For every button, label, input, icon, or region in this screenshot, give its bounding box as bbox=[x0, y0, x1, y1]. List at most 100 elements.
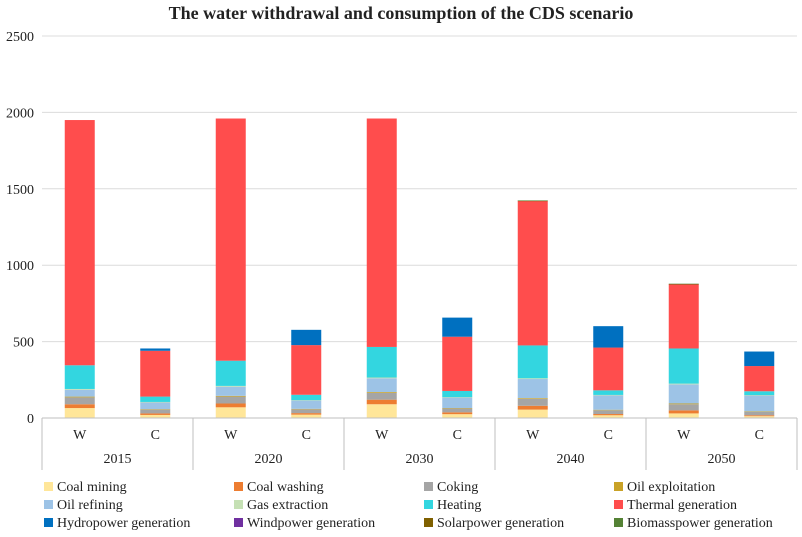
bars bbox=[64, 118, 775, 418]
bar-segment bbox=[593, 326, 624, 348]
bar-segment bbox=[744, 395, 775, 396]
bar-segment bbox=[517, 345, 548, 379]
bar-segment bbox=[517, 201, 548, 346]
bar-segment bbox=[593, 347, 624, 391]
bar-segment bbox=[291, 345, 322, 395]
bar-segment bbox=[64, 397, 95, 405]
y-tick-label: 1500 bbox=[6, 183, 34, 198]
bar-segment bbox=[593, 395, 624, 410]
legend-label: Gas extraction bbox=[247, 498, 328, 513]
y-axis-ticks: 0 500 1000 1500 2000 2500 bbox=[6, 30, 34, 427]
legend-swatch bbox=[614, 482, 623, 491]
bar-segment bbox=[668, 283, 699, 285]
bar-segment bbox=[442, 397, 473, 398]
x-tick-label: C bbox=[604, 428, 613, 443]
bar-segment bbox=[593, 414, 624, 416]
x-tick-label: W bbox=[677, 428, 691, 443]
legend-item: Gas extraction bbox=[234, 498, 328, 513]
bar-segment bbox=[291, 413, 322, 415]
bar-segment bbox=[215, 403, 246, 408]
legend-label: Coal washing bbox=[247, 480, 324, 495]
bar-segment bbox=[64, 365, 95, 389]
legend-label: Biomasspower generation bbox=[627, 516, 773, 531]
bar-segment bbox=[291, 329, 322, 346]
bar-segment bbox=[64, 404, 95, 409]
bar-segment bbox=[291, 394, 322, 401]
bar-segment bbox=[517, 379, 548, 399]
bar-segment bbox=[517, 409, 548, 418]
bar-segment bbox=[140, 396, 171, 402]
legend-item: Oil exploitation bbox=[614, 480, 715, 495]
bar-segment bbox=[442, 317, 473, 337]
x-tick-label: C bbox=[151, 428, 160, 443]
group-label: 2040 bbox=[557, 452, 585, 467]
bar-segment bbox=[215, 396, 246, 404]
legend-swatch bbox=[424, 518, 433, 527]
legend-swatch bbox=[424, 482, 433, 491]
y-tick-label: 2000 bbox=[6, 106, 34, 121]
legend: Coal mining Coal washing Coking Oil exploit… bbox=[44, 480, 773, 531]
bar-segment bbox=[517, 398, 548, 406]
chart-title: The water withdrawal and consumption of … bbox=[169, 3, 634, 23]
legend-swatch bbox=[234, 500, 243, 509]
legend-swatch bbox=[234, 482, 243, 491]
legend-swatch bbox=[234, 518, 243, 527]
bar-segment bbox=[442, 408, 473, 409]
legend-label: Oil exploitation bbox=[627, 480, 715, 495]
bar-segment bbox=[366, 392, 397, 400]
y-tick-label: 1000 bbox=[6, 259, 34, 274]
legend-swatch bbox=[614, 500, 623, 509]
bar-segment bbox=[215, 118, 246, 361]
bar-segment bbox=[442, 414, 473, 418]
bar-segment bbox=[64, 396, 95, 398]
bar-segment bbox=[140, 409, 171, 410]
x-tick-label: C bbox=[755, 428, 764, 443]
bar-segment bbox=[140, 348, 171, 351]
bar-segment bbox=[744, 391, 775, 396]
bar-segment bbox=[668, 410, 699, 414]
bar-segment bbox=[215, 407, 246, 418]
bar-segment bbox=[442, 336, 473, 391]
x-tick-label: W bbox=[375, 428, 389, 443]
bar-segment bbox=[517, 200, 548, 201]
bar-segment bbox=[366, 404, 397, 418]
legend-item: Windpower generation bbox=[234, 516, 375, 531]
legend-item: Biomasspower generation bbox=[614, 516, 773, 531]
bar-segment bbox=[668, 283, 699, 285]
legend-label: Heating bbox=[437, 498, 481, 513]
legend-label: Thermal generation bbox=[627, 498, 737, 513]
legend-swatch bbox=[44, 518, 53, 527]
bar-segment bbox=[744, 366, 775, 392]
group-label: 2015 bbox=[104, 452, 132, 467]
group-label: 2020 bbox=[255, 452, 283, 467]
x-tick-label: W bbox=[526, 428, 540, 443]
bar-segment bbox=[366, 399, 397, 405]
bar-segment bbox=[366, 118, 397, 347]
bar-segment bbox=[442, 412, 473, 415]
bar-segment bbox=[668, 384, 699, 404]
bar-segment bbox=[140, 402, 171, 410]
bar-segment bbox=[291, 414, 322, 418]
bar-segment bbox=[64, 388, 95, 390]
legend-swatch bbox=[614, 518, 623, 527]
y-tick-label: 0 bbox=[27, 412, 34, 427]
bar-segment bbox=[744, 395, 775, 412]
bar-segment bbox=[366, 346, 397, 378]
bar-segment bbox=[744, 416, 775, 418]
bar-segment bbox=[64, 120, 95, 366]
bar-segment bbox=[140, 414, 171, 418]
legend-label: Solarpower generation bbox=[437, 516, 564, 531]
bar-segment bbox=[140, 350, 171, 397]
legend-item: Oil refining bbox=[44, 498, 123, 513]
bar-segment bbox=[291, 400, 322, 401]
legend-label: Oil refining bbox=[57, 498, 123, 513]
bar-segment bbox=[517, 405, 548, 410]
bar-segment bbox=[593, 410, 624, 415]
bar-segment bbox=[215, 386, 246, 396]
legend-item: Hydropower generation bbox=[44, 516, 190, 531]
bar-segment bbox=[291, 408, 322, 410]
bar-segment bbox=[744, 351, 775, 367]
bar-segment bbox=[366, 392, 397, 393]
